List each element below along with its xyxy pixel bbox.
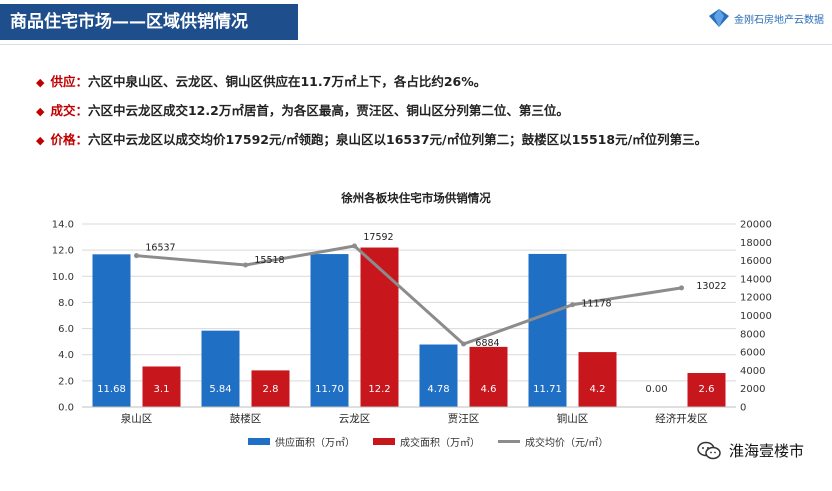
line-price-label: 16537 [145,243,175,254]
bullet-supply: ◆ 供应：六区中泉山区、云龙区、铜山区供应在11.7万㎡上下，各占比约26%。 [36,72,707,101]
bullet-key: 供应： [50,74,88,89]
line-price-label: 13022 [696,281,726,292]
bar-deal-label: 4.6 [481,384,497,395]
bar-supply [92,254,131,407]
bar-supply-label: 4.78 [427,384,449,395]
legend-label-price: 成交均价（元/㎡） [525,438,609,449]
bar-deal [360,247,399,407]
y-right-tick-label: 20000 [740,220,772,231]
y-left-tick-label: 10.0 [52,272,74,283]
x-tick-label: 鼓楼区 [230,412,262,425]
y-left-tick-label: 8.0 [58,298,74,309]
line-price-label: 17592 [363,232,393,243]
summary-bullets: ◆ 供应：六区中泉山区、云龙区、铜山区供应在11.7万㎡上下，各占比约26%。 ◆… [36,72,707,159]
point-price [570,302,575,308]
point-price [352,243,357,249]
y-right-tick-label: 0 [740,403,746,414]
legend-swatch-supply [248,438,270,445]
y-right-tick-label: 18000 [740,238,772,249]
y-left-tick-label: 12.0 [52,246,74,257]
chart-title: 徐州各板块住宅市场供销情况 [341,191,491,205]
brand-logo: 金刚石房地产云数据 [708,8,824,28]
legend-swatch-price [498,440,520,443]
y-right-tick-label: 12000 [740,293,772,304]
y-right-tick-label: 2000 [740,384,765,395]
brand-name: 金刚石房地产云数据 [734,14,824,26]
legend-label-supply: 供应面积（万㎡） [275,438,355,449]
diamond-bullet-icon: ◆ [36,76,45,89]
bar-supply-label: 11.71 [533,384,562,395]
page-title: 商品住宅市场——区域供销情况 [0,4,298,40]
y-left-tick-label: 6.0 [58,324,74,335]
x-tick-label: 贾汪区 [448,413,480,425]
y-right-tick-label: 10000 [740,311,772,322]
legend-price: 成交均价（元/㎡） [498,434,608,449]
point-price [134,253,139,259]
bar-supply [201,330,240,407]
bar-deal-label: 3.1 [154,384,170,395]
bullet-text: 六区中云龙区以成交均价17592元/㎡领跑；泉山区以16537元/㎡位列第二；鼓… [87,132,708,147]
diamond-logo-icon [709,9,729,27]
bar-deal [469,346,508,407]
line-price-label: 11178 [581,299,611,310]
y-right-tick-label: 6000 [740,348,765,359]
point-price [461,341,466,347]
bullet-price: ◆ 价格：六区中云龙区以成交均价17592元/㎡领跑；泉山区以16537元/㎡位列… [36,130,707,159]
bar-supply-label: 0.00 [645,384,667,395]
bar-supply-label: 11.70 [315,384,344,395]
bar-supply-label: 11.68 [97,384,126,395]
bar-supply [528,253,567,407]
diamond-bullet-icon: ◆ [36,105,45,118]
bar-deal [142,366,181,407]
bar-deal [251,370,290,407]
legend-deal: 成交面积（万㎡） [373,434,480,449]
x-tick-label: 铜山区 [557,413,589,425]
point-price [679,285,684,291]
bar-deal-label: 4.2 [590,384,606,395]
bar-deal-label: 2.8 [263,384,279,395]
line-price [136,244,682,346]
wechat-account: 淮海壹楼市 [697,440,804,461]
bar-supply-label: 5.84 [209,384,231,395]
x-tick-label: 云龙区 [339,412,371,425]
x-tick-label: 经济开发区 [655,412,708,425]
y-left-tick-label: 4.0 [58,350,74,361]
bullet-key: 成交： [50,103,88,118]
y-left-tick-label: 0.0 [58,403,74,414]
line-price-label: 15518 [254,255,284,266]
bar-deal-label: 12.2 [368,384,390,395]
bullet-text: 六区中泉山区、云龙区、铜山区供应在11.7万㎡上下，各占比约26%。 [87,74,487,89]
chart-legend: 供应面积（万㎡） 成交面积（万㎡） 成交均价（元/㎡） [248,434,608,449]
bar-supply [310,254,349,407]
wechat-account-name: 淮海壹楼市 [728,442,804,460]
bullet-text: 六区中云龙区成交12.2万㎡居首，为各区最高，贾汪区、铜山区分列第二位、第三位。 [87,103,569,118]
y-right-tick-label: 4000 [740,366,765,377]
line-price-label: 6884 [475,338,499,349]
wechat-icon [697,441,721,459]
bullet-key: 价格： [50,132,88,147]
x-tick-label: 泉山区 [121,412,153,425]
bullet-deal: ◆ 成交：六区中云龙区成交12.2万㎡居首，为各区最高，贾汪区、铜山区分列第二位、… [36,101,707,130]
y-left-tick-label: 2.0 [58,376,74,387]
y-left-tick-label: 14.0 [52,220,74,231]
y-right-tick-label: 8000 [740,329,765,340]
y-right-tick-label: 14000 [740,274,772,285]
diamond-bullet-icon: ◆ [36,134,45,147]
legend-supply: 供应面积（万㎡） [248,434,355,449]
bar-supply [419,344,458,407]
bar-deal [578,352,617,407]
legend-label-deal: 成交面积（万㎡） [400,438,480,449]
legend-swatch-deal [373,438,395,445]
bar-deal-label: 2.6 [699,384,715,395]
header-divider [0,44,832,45]
point-price [243,262,248,268]
y-right-tick-label: 16000 [740,256,772,267]
bar-deal [687,373,726,407]
